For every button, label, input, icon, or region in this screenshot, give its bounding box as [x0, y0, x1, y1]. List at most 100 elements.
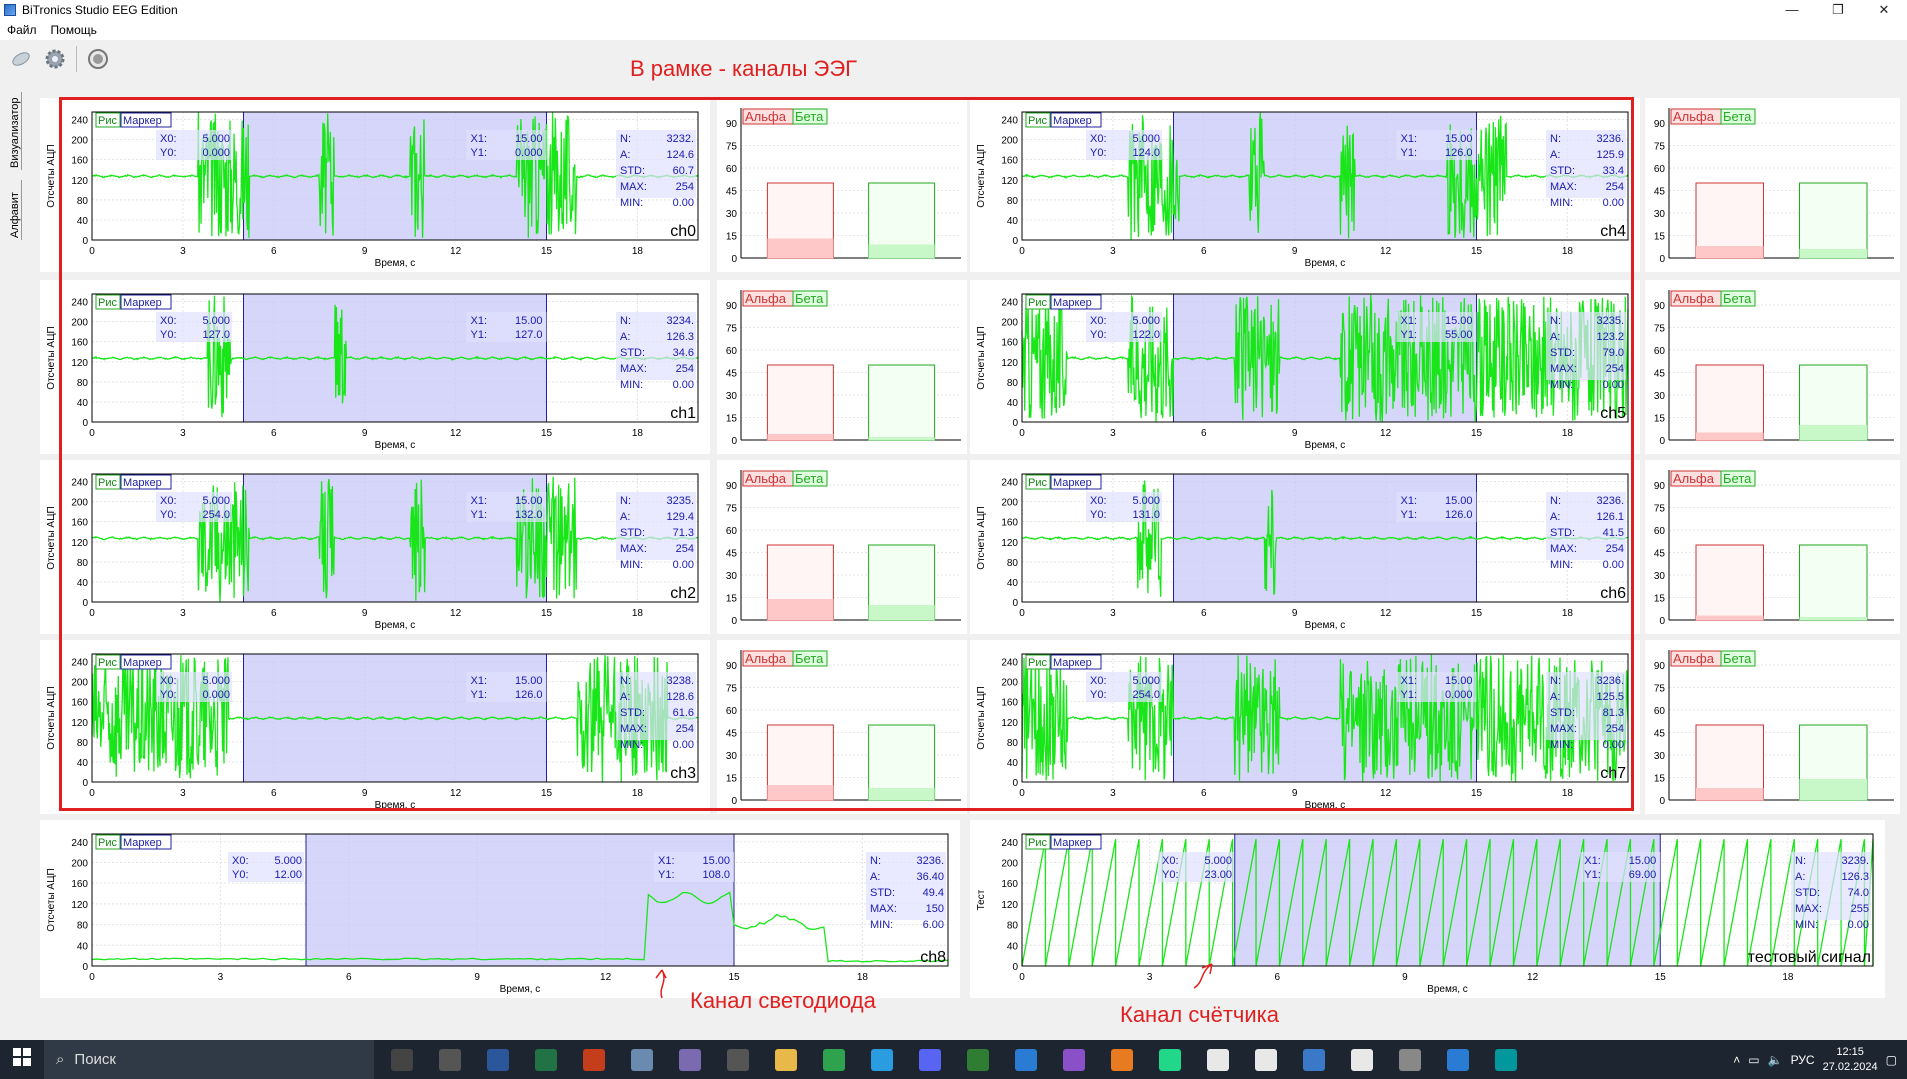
beta-label: Бета [795, 471, 824, 486]
taskbar-app-button[interactable] [1386, 1040, 1434, 1079]
channel-panel-ch8[interactable]: 240 200 160 120 80 40 0 0 3 6 9 12 15 18 Отсчеты АЦП Вр… [40, 820, 960, 998]
clock[interactable]: 12:15 27.02.2024 [1823, 1045, 1878, 1075]
channel-panel-ch3[interactable]: 240 200 160 120 80 40 0 0 3 6 9 12 15 18 Отсчеты АЦП Вр… [40, 640, 710, 814]
stat-max-label: MAX: [1550, 181, 1577, 193]
ris-button-frame[interactable] [1025, 294, 1051, 310]
taskbar-app-button[interactable] [858, 1040, 906, 1079]
taskbar-app-button[interactable] [426, 1040, 474, 1079]
stat-n-label: N: [870, 855, 881, 867]
channel-panel-ch0[interactable]: 240 200 160 120 80 40 0 0 3 6 9 12 15 18 Отсчеты АЦП Вр… [40, 98, 710, 272]
channel-plot-ch8[interactable]: 240 200 160 120 80 40 00 3 6 9 12 15 18 Отсчеты АЦП Вр… [40, 820, 960, 998]
channel-name: тестовый сигнал [1748, 949, 1871, 966]
volume-icon[interactable]: 🔈 [1767, 1052, 1783, 1067]
channel-plot-ch5[interactable]: 240 200 160 120 80 40 00 3 6 9 12 15 18 Отсчеты АЦП Вр… [970, 280, 1640, 454]
start-button[interactable] [0, 1047, 44, 1072]
taskbar-app-button[interactable] [810, 1040, 858, 1079]
ris-button-frame[interactable] [95, 834, 121, 850]
channel-plot-test[interactable]: 240 200 160 120 80 40 00 3 6 9 12 15 18 Тест Время, с Р… [970, 820, 1885, 998]
y-tick-label: 0 [1659, 254, 1665, 265]
channel-plot-ch1[interactable]: 240 200 160 120 80 40 00 3 6 9 12 15 18 Отсчеты АЦП Вр… [40, 280, 710, 454]
y-tick-label: 45 [726, 187, 738, 198]
taskbar-app-button[interactable] [1338, 1040, 1386, 1079]
tab-visualizer[interactable]: Визуализатор [9, 92, 22, 170]
taskbar-app-button[interactable] [1146, 1040, 1194, 1079]
taskbar-app-button[interactable] [1098, 1040, 1146, 1079]
y-tick-label: 40 [77, 216, 89, 227]
taskbar-app-button[interactable] [1050, 1040, 1098, 1079]
marker-button-frame[interactable] [120, 654, 172, 670]
taskbar-app-button[interactable] [666, 1040, 714, 1079]
record-button[interactable] [83, 44, 113, 74]
channel-panel-ch7[interactable]: 240 200 160 120 80 40 0 0 3 6 9 12 15 18 Отсчеты АЦП Вр… [970, 640, 1640, 814]
taskbar-app-button[interactable] [762, 1040, 810, 1079]
taskbar-app-button[interactable] [1194, 1040, 1242, 1079]
stat-std-label: STD: [1550, 707, 1575, 719]
maximize-button[interactable]: ❐ [1832, 2, 1844, 17]
marker-button-frame[interactable] [1050, 474, 1102, 490]
settings-button[interactable] [40, 44, 70, 74]
channel-plot-ch0[interactable]: 240 200 160 120 80 40 00 3 6 9 12 15 18 Отсчеты АЦП Вр… [40, 98, 710, 272]
minimize-button[interactable]: — [1785, 2, 1799, 17]
channel-panel-ch4[interactable]: 240 200 160 120 80 40 0 0 3 6 9 12 15 18 Отсчеты АЦП Вр… [970, 98, 1640, 272]
ris-button-frame[interactable] [1025, 112, 1051, 128]
taskbar-app-button[interactable] [714, 1040, 762, 1079]
taskbar-app-button[interactable] [1290, 1040, 1338, 1079]
taskbar-app-button[interactable] [522, 1040, 570, 1079]
ris-button-frame[interactable] [95, 474, 121, 490]
x-tick-label: 9 [1292, 428, 1298, 439]
taskbar-app-button[interactable] [1482, 1040, 1530, 1079]
menu-help[interactable]: Помощь [50, 23, 97, 37]
taskbar-app-button[interactable] [1434, 1040, 1482, 1079]
marker-button-frame[interactable] [1050, 112, 1102, 128]
tray-chevron-icon[interactable]: ˄ [1733, 1052, 1741, 1067]
y-tick-label: 0 [1659, 616, 1665, 627]
marker-button-frame[interactable] [120, 294, 172, 310]
close-button[interactable]: ✕ [1878, 2, 1890, 17]
marker-button-frame[interactable] [120, 474, 172, 490]
readout-bg [466, 312, 547, 342]
marker-button-frame[interactable] [1050, 654, 1102, 670]
ris-button-frame[interactable] [1025, 654, 1051, 670]
channel-panel-ch6[interactable]: 240 200 160 120 80 40 0 0 3 6 9 12 15 18 Отсчеты АЦП Вр… [970, 460, 1640, 634]
taskbar-app-button[interactable] [1002, 1040, 1050, 1079]
x-tick-label: 15 [728, 972, 740, 983]
taskbar-app-button[interactable] [474, 1040, 522, 1079]
y-tick-label: 240 [1001, 838, 1018, 849]
taskbar-search[interactable]: ⌕ Поиск [44, 1040, 374, 1079]
y0-label: Y0: [1090, 147, 1107, 159]
language-indicator[interactable]: РУС [1790, 1052, 1815, 1067]
channel-panel-test[interactable]: 240 200 160 120 80 40 0 0 3 6 9 12 15 18 Тест Время, с Р… [970, 820, 1885, 998]
menu-file[interactable]: Файл [7, 23, 37, 37]
channel-panel-ch1[interactable]: 240 200 160 120 80 40 0 0 3 6 9 12 15 18 Отсчеты АЦП Вр… [40, 280, 710, 454]
tab-alphabet[interactable]: Алфавит [9, 180, 22, 240]
channel-plot-ch7[interactable]: 240 200 160 120 80 40 00 3 6 9 12 15 18 Отсчеты АЦП Вр… [970, 640, 1640, 814]
notifications-icon[interactable]: ▢ [1885, 1052, 1897, 1067]
connect-button[interactable] [6, 44, 36, 74]
taskbar-app-button[interactable] [378, 1040, 426, 1079]
ris-button-frame[interactable] [1025, 474, 1051, 490]
ris-button-frame[interactable] [95, 294, 121, 310]
taskbar-app-button[interactable] [954, 1040, 1002, 1079]
channel-plot-ch3[interactable]: 240 200 160 120 80 40 00 3 6 9 12 15 18 Отсчеты АЦП Вр… [40, 640, 710, 814]
taskbar-app-button[interactable] [618, 1040, 666, 1079]
counter-arrow-icon [1193, 963, 1213, 989]
channel-plot-ch4[interactable]: 240 200 160 120 80 40 00 3 6 9 12 15 18 Отсчеты АЦП Вр… [970, 98, 1640, 272]
marker-button-frame[interactable] [120, 112, 172, 128]
powerpoint-icon [583, 1048, 605, 1071]
taskbar-app-button[interactable] [1242, 1040, 1290, 1079]
marker-button-frame[interactable] [120, 834, 172, 850]
taskbar-app-button[interactable] [906, 1040, 954, 1079]
channel-plot-ch6[interactable]: 240 200 160 120 80 40 00 3 6 9 12 15 18 Отсчеты АЦП Вр… [970, 460, 1640, 634]
ris-button-frame[interactable] [1025, 834, 1051, 850]
taskbar-app-button[interactable] [570, 1040, 618, 1079]
ris-button-frame[interactable] [95, 112, 121, 128]
marker-button-frame[interactable] [1050, 294, 1102, 310]
network-icon[interactable]: ▭ [1748, 1052, 1760, 1067]
channel-plot-ch2[interactable]: 240 200 160 120 80 40 00 3 6 9 12 15 18 Отсчеты АЦП Вр… [40, 460, 710, 634]
ris-button-frame[interactable] [95, 654, 121, 670]
channel-panel-ch2[interactable]: 240 200 160 120 80 40 0 0 3 6 9 12 15 18 Отсчеты АЦП Вр… [40, 460, 710, 634]
y-tick-label: 160 [71, 879, 88, 890]
marker-button-frame[interactable] [1050, 834, 1102, 850]
channel-panel-ch5[interactable]: 240 200 160 120 80 40 0 0 3 6 9 12 15 18 Отсчеты АЦП Вр… [970, 280, 1640, 454]
y1-label: Y1: [1584, 869, 1601, 881]
